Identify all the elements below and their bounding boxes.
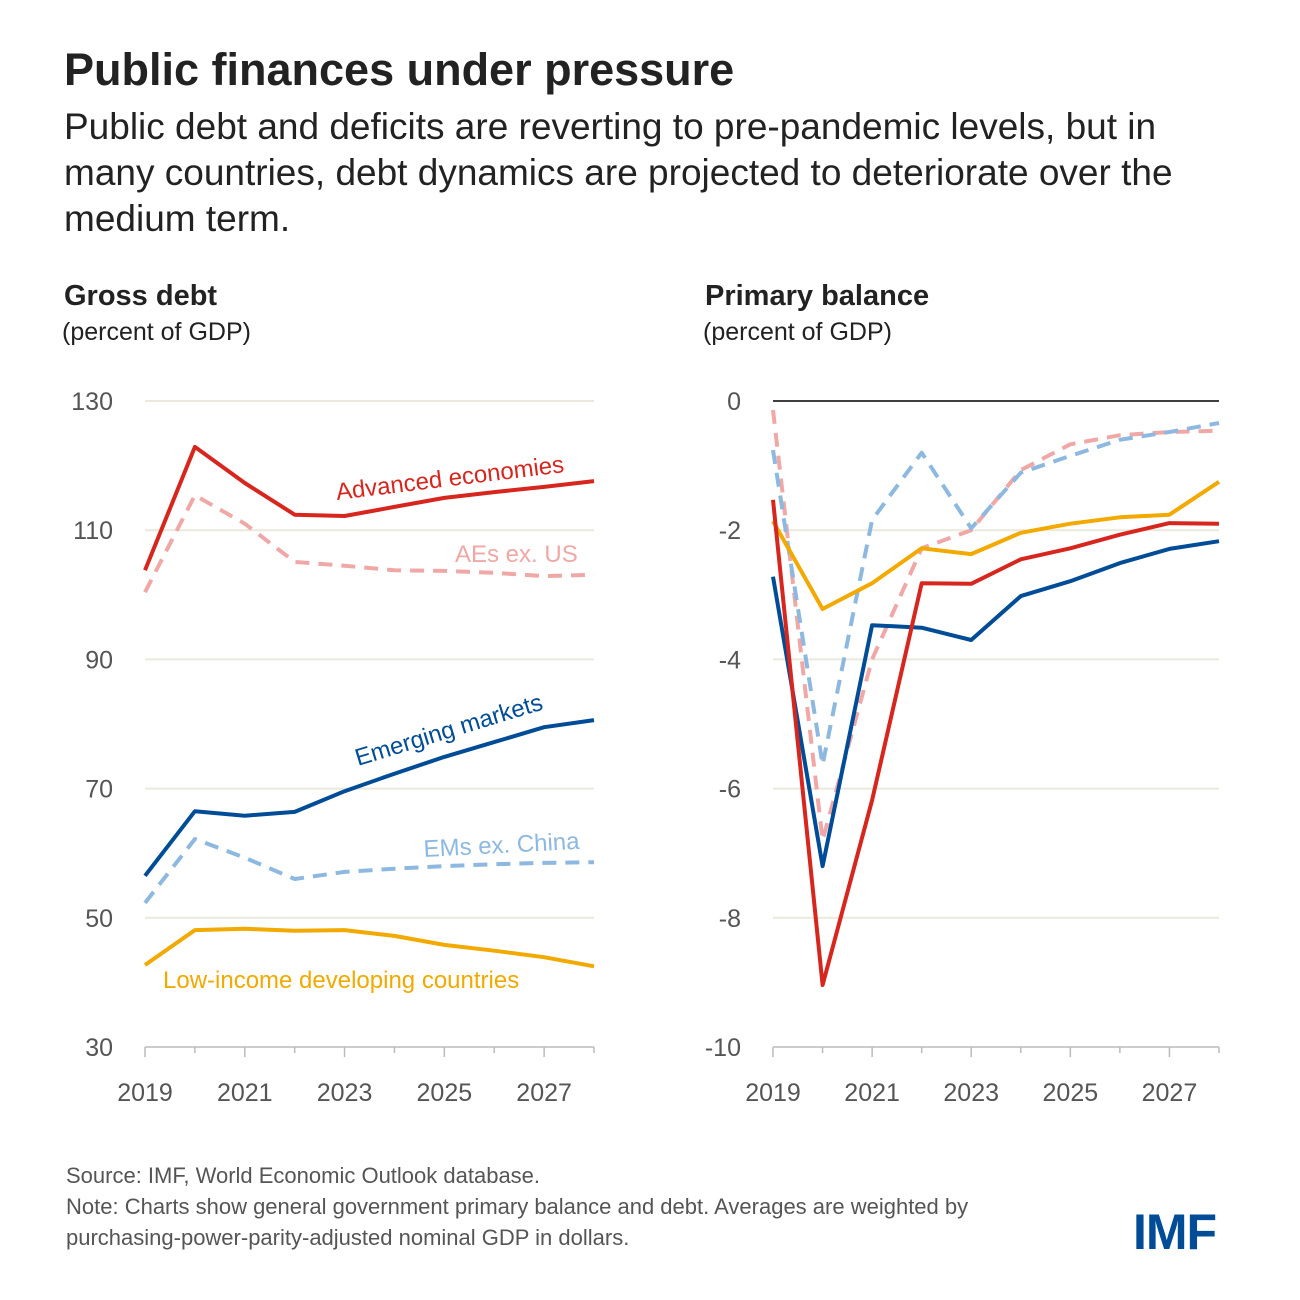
x-tick-label: 2025	[1043, 1079, 1099, 1107]
x-tick-label: 2023	[943, 1079, 999, 1107]
methodology-note: Note: Charts show general government pri…	[66, 1194, 969, 1250]
x-tick-label: 2019	[745, 1079, 801, 1107]
label-emerging-markets: Emerging markets	[352, 689, 546, 772]
x-tick-label: 2027	[516, 1079, 572, 1107]
x-tick-label: 2023	[317, 1079, 373, 1107]
series-line-advanced	[143, 444, 595, 572]
series-line-aes-ex-us	[771, 409, 1220, 843]
y-tick-label: 110	[73, 517, 113, 545]
right-chart-unit: (percent of GDP)	[703, 318, 892, 346]
series-line-ems-ex-china	[771, 421, 1220, 767]
label-ems-ex-china: EMs ex. China	[423, 828, 581, 863]
series-line-lidc	[143, 926, 595, 969]
series-line-emerging	[771, 539, 1220, 869]
y-tick-label: -6	[719, 776, 741, 804]
x-tick-label: 2019	[117, 1079, 173, 1107]
x-tick-label: 2021	[217, 1079, 273, 1107]
y-tick-label: 0	[727, 388, 741, 416]
y-tick-label: -4	[719, 646, 741, 674]
footer: Source: IMF, World Economic Outlook data…	[66, 1160, 1026, 1253]
imf-logo: IMF	[1133, 1204, 1217, 1260]
page-title: Public finances under pressure	[64, 44, 735, 95]
y-tick-label: 70	[85, 776, 113, 804]
right-chart-title: Primary balance	[705, 280, 930, 312]
left-chart-unit: (percent of GDP)	[62, 318, 251, 346]
x-tick-label: 2021	[844, 1079, 900, 1107]
y-tick-label: 30	[85, 1034, 113, 1062]
y-tick-label: -10	[705, 1034, 741, 1062]
series-line-advanced	[771, 499, 1220, 987]
x-tick-label: 2027	[1142, 1079, 1198, 1107]
x-tick-label: 2025	[417, 1079, 473, 1107]
y-tick-label: -8	[719, 905, 741, 933]
series-line-ems-ex-china	[143, 837, 595, 905]
left-chart-title: Gross debt	[64, 280, 218, 312]
label-aes-ex-us: AEs ex. US	[455, 541, 578, 568]
y-tick-label: -2	[719, 517, 741, 545]
y-tick-label: 90	[85, 646, 113, 674]
series-line-lidc	[771, 480, 1221, 611]
source-note: Source: IMF, World Economic Outlook data…	[66, 1163, 541, 1188]
y-tick-label: 130	[71, 388, 113, 416]
series-line-aes-ex-us	[143, 493, 595, 594]
series-line-emerging	[143, 718, 595, 878]
label-lidc: Low-income developing countries	[163, 967, 519, 994]
subtitle: Public debt and deficits are reverting t…	[64, 106, 1173, 239]
y-tick-label: 50	[85, 905, 113, 933]
